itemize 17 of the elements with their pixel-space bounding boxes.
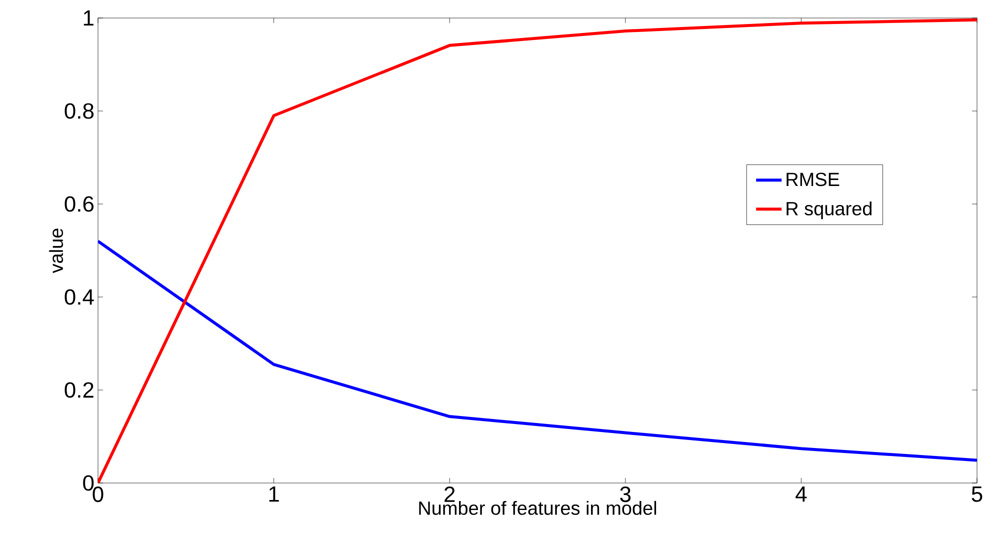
x-axis-title: Number of features in model xyxy=(419,500,656,515)
y-tick-label: 0.8 xyxy=(64,103,94,119)
y-tick-label: 1 xyxy=(84,10,94,26)
legend-label: RMSE xyxy=(786,172,840,186)
x-tick-label: 3 xyxy=(620,486,631,502)
x-tick-label: 4 xyxy=(796,486,807,502)
y-axis-title: value xyxy=(49,228,64,274)
y-tick-label: 0.4 xyxy=(64,289,94,305)
line-series xyxy=(98,240,978,462)
legend-label: R squared xyxy=(786,201,872,220)
y-tick-label: 0.2 xyxy=(64,382,94,398)
x-tick-label: 1 xyxy=(269,486,279,502)
line-series xyxy=(98,18,978,483)
x-tick-label: 2 xyxy=(444,486,455,502)
y-tick-label: 0 xyxy=(83,475,94,491)
x-tick-label: 5 xyxy=(972,486,982,502)
y-tick-label: 0.6 xyxy=(64,196,94,212)
